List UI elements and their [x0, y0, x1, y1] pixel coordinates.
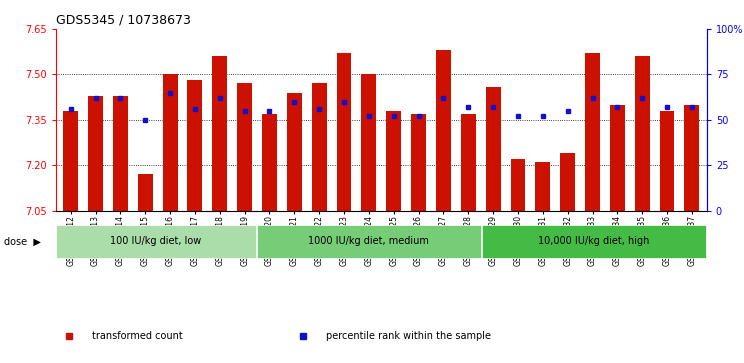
Bar — [163, 74, 178, 211]
Bar — [482, 225, 706, 258]
Bar — [287, 93, 302, 211]
Bar — [560, 153, 575, 211]
Bar — [57, 225, 256, 258]
Bar — [237, 83, 252, 211]
Bar — [536, 162, 551, 211]
Bar — [336, 53, 351, 211]
Bar — [510, 159, 525, 211]
Bar — [113, 95, 128, 211]
Bar — [212, 56, 227, 211]
Text: dose  ▶: dose ▶ — [4, 236, 41, 246]
Text: 10,000 IU/kg diet, high: 10,000 IU/kg diet, high — [539, 236, 650, 246]
Bar — [585, 53, 600, 211]
Bar — [411, 114, 426, 211]
Bar — [436, 50, 451, 211]
Bar — [610, 105, 625, 211]
Text: 1000 IU/kg diet, medium: 1000 IU/kg diet, medium — [308, 236, 429, 246]
Bar — [386, 111, 401, 211]
Bar — [362, 74, 376, 211]
Text: GDS5345 / 10738673: GDS5345 / 10738673 — [56, 13, 190, 26]
Bar — [486, 86, 501, 211]
Text: percentile rank within the sample: percentile rank within the sample — [326, 331, 491, 341]
Bar — [312, 83, 327, 211]
Bar — [138, 174, 153, 211]
Bar — [262, 114, 277, 211]
Bar — [635, 56, 650, 211]
Bar — [684, 105, 699, 211]
Bar — [63, 111, 78, 211]
Bar — [257, 225, 481, 258]
Bar — [88, 95, 103, 211]
Bar — [187, 81, 202, 211]
Text: transformed count: transformed count — [92, 331, 182, 341]
Bar — [660, 111, 675, 211]
Bar — [461, 114, 475, 211]
Text: 100 IU/kg diet, low: 100 IU/kg diet, low — [110, 236, 202, 246]
